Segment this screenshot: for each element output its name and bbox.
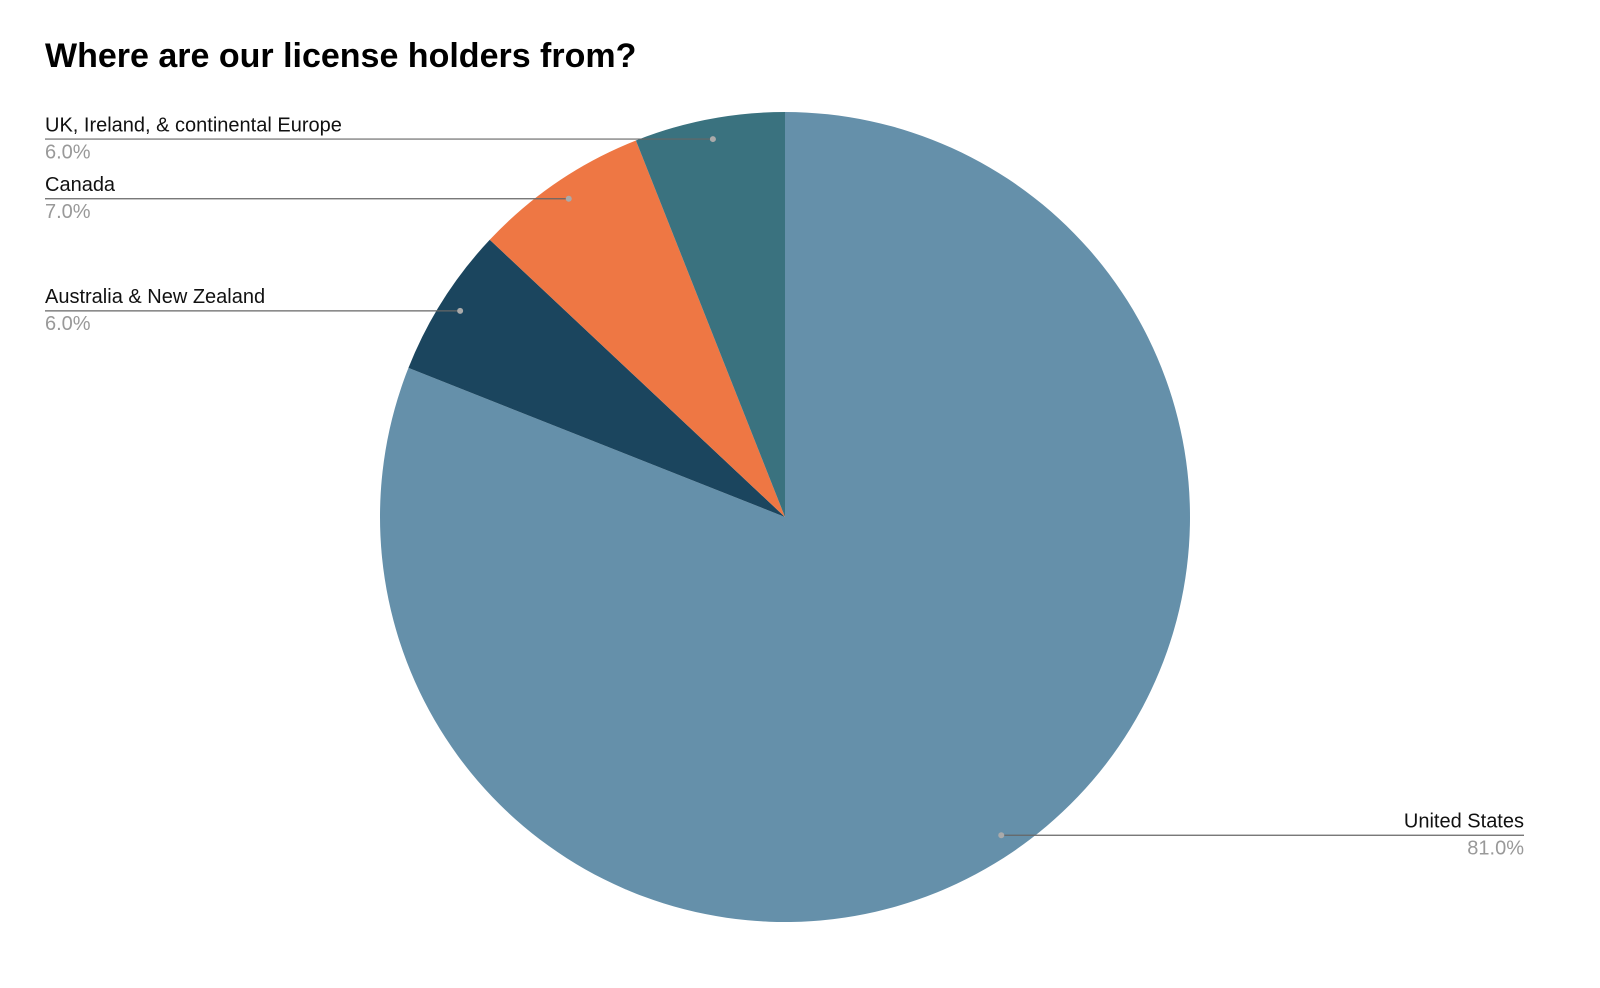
pie-slice (635, 112, 785, 517)
slice-value-label: 7.0% (45, 201, 91, 223)
slice-value-label: 6.0% (45, 141, 91, 163)
slice-label: Australia & New Zealand (45, 286, 265, 308)
slice-value-label: 81.0% (1467, 838, 1524, 860)
leader-dot (709, 136, 716, 143)
chart-title: Where are our license holders from? (45, 37, 636, 75)
leader-dot (565, 195, 572, 202)
slice-label: UK, Ireland, & continental Europe (45, 114, 342, 136)
pie-slice (408, 239, 785, 517)
pie-slice (489, 140, 785, 517)
slice-label: Canada (45, 174, 116, 196)
slice-label: United States (1404, 811, 1524, 833)
leader-dot (998, 832, 1005, 839)
leader-dot (457, 307, 464, 314)
slice-value-label: 6.0% (45, 313, 91, 335)
